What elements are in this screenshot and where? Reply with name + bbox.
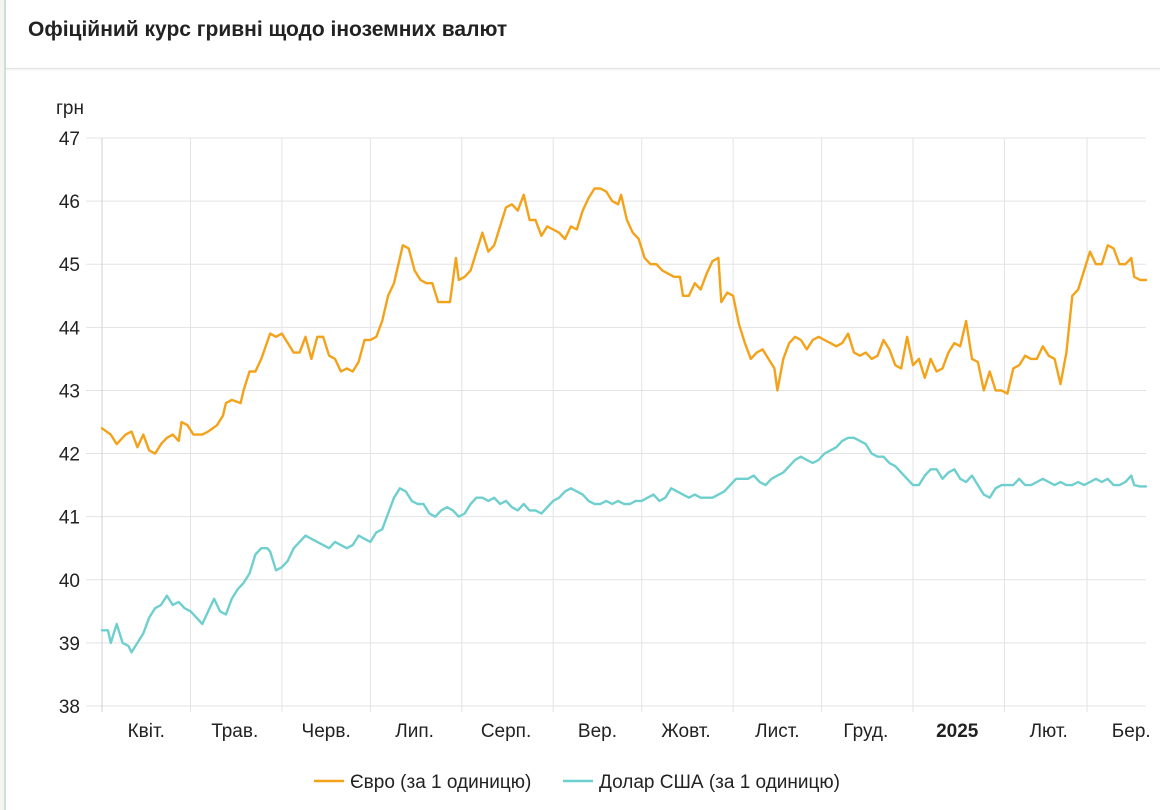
y-tick-label: 43 bbox=[59, 381, 80, 402]
page-title: Офіційний курс гривні щодо іноземних вал… bbox=[28, 18, 508, 41]
x-tick-label: Лип. bbox=[395, 721, 434, 742]
legend-usd-label: Долар США (за 1 одиницю) bbox=[599, 772, 840, 793]
legend-euro-label: Євро (за 1 одиницю) bbox=[350, 772, 531, 793]
series-lines bbox=[100, 187, 1148, 654]
euro-series-line bbox=[100, 187, 1148, 455]
x-tick-label: Квіт. bbox=[128, 721, 165, 742]
x-axis-tick-labels: Квіт. Трав. Черв. Лип. Серп. Вер. Жовт. Лист. Гр… bbox=[128, 721, 1151, 742]
card-header: Офіційний курс гривні щодо іноземних вал… bbox=[6, 0, 1160, 69]
x-tick-label: Лист. bbox=[755, 721, 799, 742]
x-tick-label: 2025 bbox=[936, 721, 979, 742]
x-tick-label: Жовт. bbox=[661, 721, 710, 742]
usd-series-line bbox=[100, 436, 1148, 654]
y-gridlines bbox=[86, 137, 1146, 707]
legend: Євро (за 1 одиницю) Долар США (за 1 одини… bbox=[314, 772, 840, 793]
y-axis-tick-labels: 38 39 40 41 42 43 44 45 46 47 bbox=[59, 129, 81, 718]
x-tick-label: Серп. bbox=[481, 721, 531, 742]
y-tick-label: 46 bbox=[59, 192, 80, 213]
x-tick-label: Лют. bbox=[1030, 721, 1068, 742]
x-tick-label: Трав. bbox=[211, 721, 258, 742]
x-gridlines bbox=[101, 138, 1088, 712]
y-tick-label: 47 bbox=[59, 129, 80, 150]
y-tick-label: 38 bbox=[59, 697, 80, 718]
y-tick-label: 40 bbox=[59, 571, 80, 592]
y-tick-label: 39 bbox=[59, 634, 80, 655]
y-tick-label: 41 bbox=[59, 508, 80, 529]
x-tick-label: Бер. bbox=[1112, 721, 1151, 742]
y-tick-label: 42 bbox=[59, 445, 80, 466]
x-tick-label: Вер. bbox=[578, 721, 617, 742]
x-tick-label: Черв. bbox=[302, 721, 351, 742]
y-tick-label: 44 bbox=[59, 318, 81, 339]
y-tick-label: 45 bbox=[59, 255, 80, 276]
y-axis-unit-label: грн bbox=[56, 98, 84, 119]
x-tick-label: Груд. bbox=[843, 721, 888, 742]
chart-card: Офіційний курс гривні щодо іноземних вал… bbox=[4, 0, 1160, 810]
